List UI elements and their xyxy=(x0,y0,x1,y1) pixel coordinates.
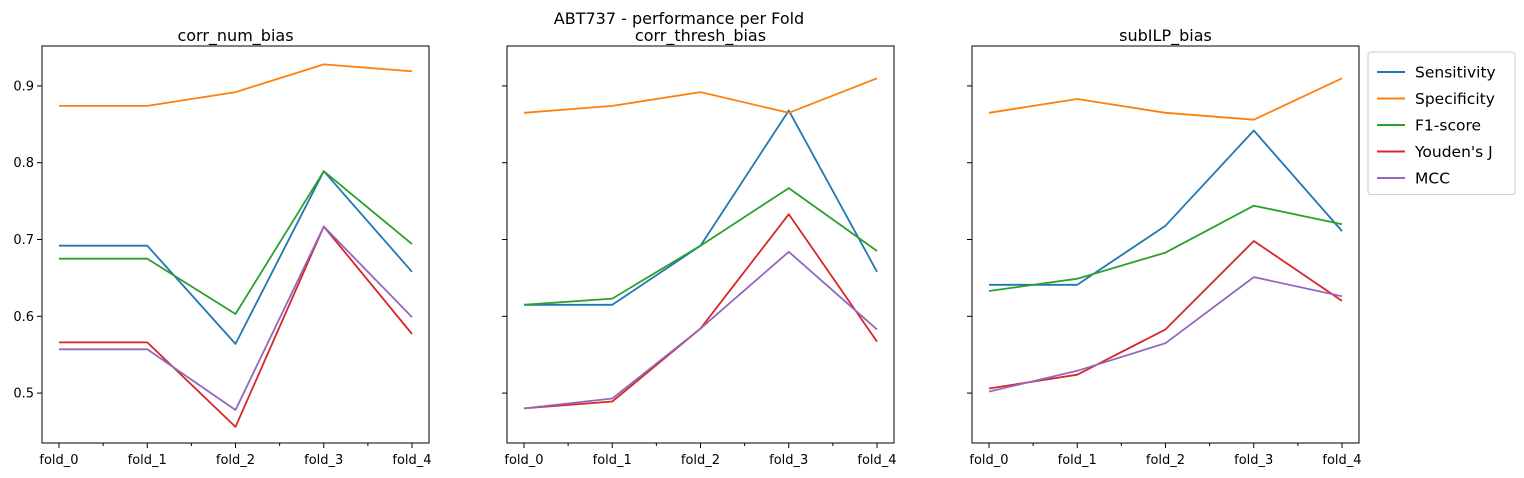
x-tick-label: fold_2 xyxy=(216,453,255,468)
subplot-title: subILP_bias xyxy=(1119,26,1212,46)
series-line-youden-s-j xyxy=(523,213,878,410)
series-line-f1-score xyxy=(59,170,413,315)
subplot-title: corr_thresh_bias xyxy=(635,26,766,46)
legend-label: F1-score xyxy=(1415,117,1481,135)
x-tick-label: fold_1 xyxy=(593,453,632,468)
x-tick-label: fold_4 xyxy=(1322,453,1361,468)
x-tick-label: fold_0 xyxy=(504,453,543,468)
y-tick-label: 0.8 xyxy=(13,156,34,171)
legend-frame xyxy=(1367,51,1516,195)
subplot-corr_num_bias: corr_num_bias fold_0 fold_1 fold_2 fold_3 fol… xyxy=(13,26,431,468)
x-tick-label: fold_2 xyxy=(1146,453,1185,468)
subplot-subILP_bias: subILP_bias fold_0 fold_1 fold_2 fold_3 fold_… xyxy=(967,26,1362,468)
x-tick-label: fold_3 xyxy=(769,453,808,468)
series-line-sensitivity xyxy=(989,129,1343,286)
x-tick-label: fold_1 xyxy=(128,453,167,468)
x-tick-label: fold_0 xyxy=(39,453,78,468)
legend-label: Sensitivity xyxy=(1415,64,1496,82)
series-line-youden-s-j xyxy=(988,240,1343,390)
subplot-corr_thresh_bias: corr_thresh_bias fold_0 fold_1 fold_2 fold_3… xyxy=(502,26,897,468)
series-line-specificity xyxy=(59,63,413,107)
series-line-mcc xyxy=(523,250,878,410)
subplot-panels: corr_num_bias fold_0 fold_1 fold_2 fold_3 fol… xyxy=(13,26,1361,468)
x-tick-label: fold_2 xyxy=(681,453,720,468)
y-tick-label: 0.5 xyxy=(13,387,34,402)
x-tick-label: fold_4 xyxy=(857,453,896,468)
y-tick-label: 0.6 xyxy=(13,310,34,325)
legend-label: Youden's J xyxy=(1414,143,1493,161)
series-line-f1-score xyxy=(523,187,878,306)
y-tick-label: 0.9 xyxy=(13,79,34,94)
series-line-youden-s-j xyxy=(59,225,413,428)
x-tick-label: fold_4 xyxy=(392,453,431,468)
y-tick-label: 0.7 xyxy=(13,233,34,248)
legend: Sensitivity Specificity F1-score Youden's J… xyxy=(1367,51,1516,195)
figure-suptitle: ABT737 - performance per Fold xyxy=(554,9,804,28)
series-line-f1-score xyxy=(988,204,1343,292)
x-tick-label: fold_3 xyxy=(304,453,343,468)
series-line-sensitivity xyxy=(524,109,878,306)
series-line-mcc xyxy=(988,276,1343,393)
legend-label: MCC xyxy=(1415,170,1450,188)
series-line-specificity xyxy=(523,77,878,114)
x-tick-label: fold_1 xyxy=(1058,453,1097,468)
x-tick-label: fold_3 xyxy=(1234,453,1273,468)
x-tick-label: fold_0 xyxy=(969,453,1008,468)
series-line-specificity xyxy=(988,77,1343,121)
legend-label: Specificity xyxy=(1415,90,1495,108)
subplot-title: corr_num_bias xyxy=(177,26,293,46)
series-line-mcc xyxy=(59,225,413,411)
series-line-sensitivity xyxy=(59,170,413,345)
